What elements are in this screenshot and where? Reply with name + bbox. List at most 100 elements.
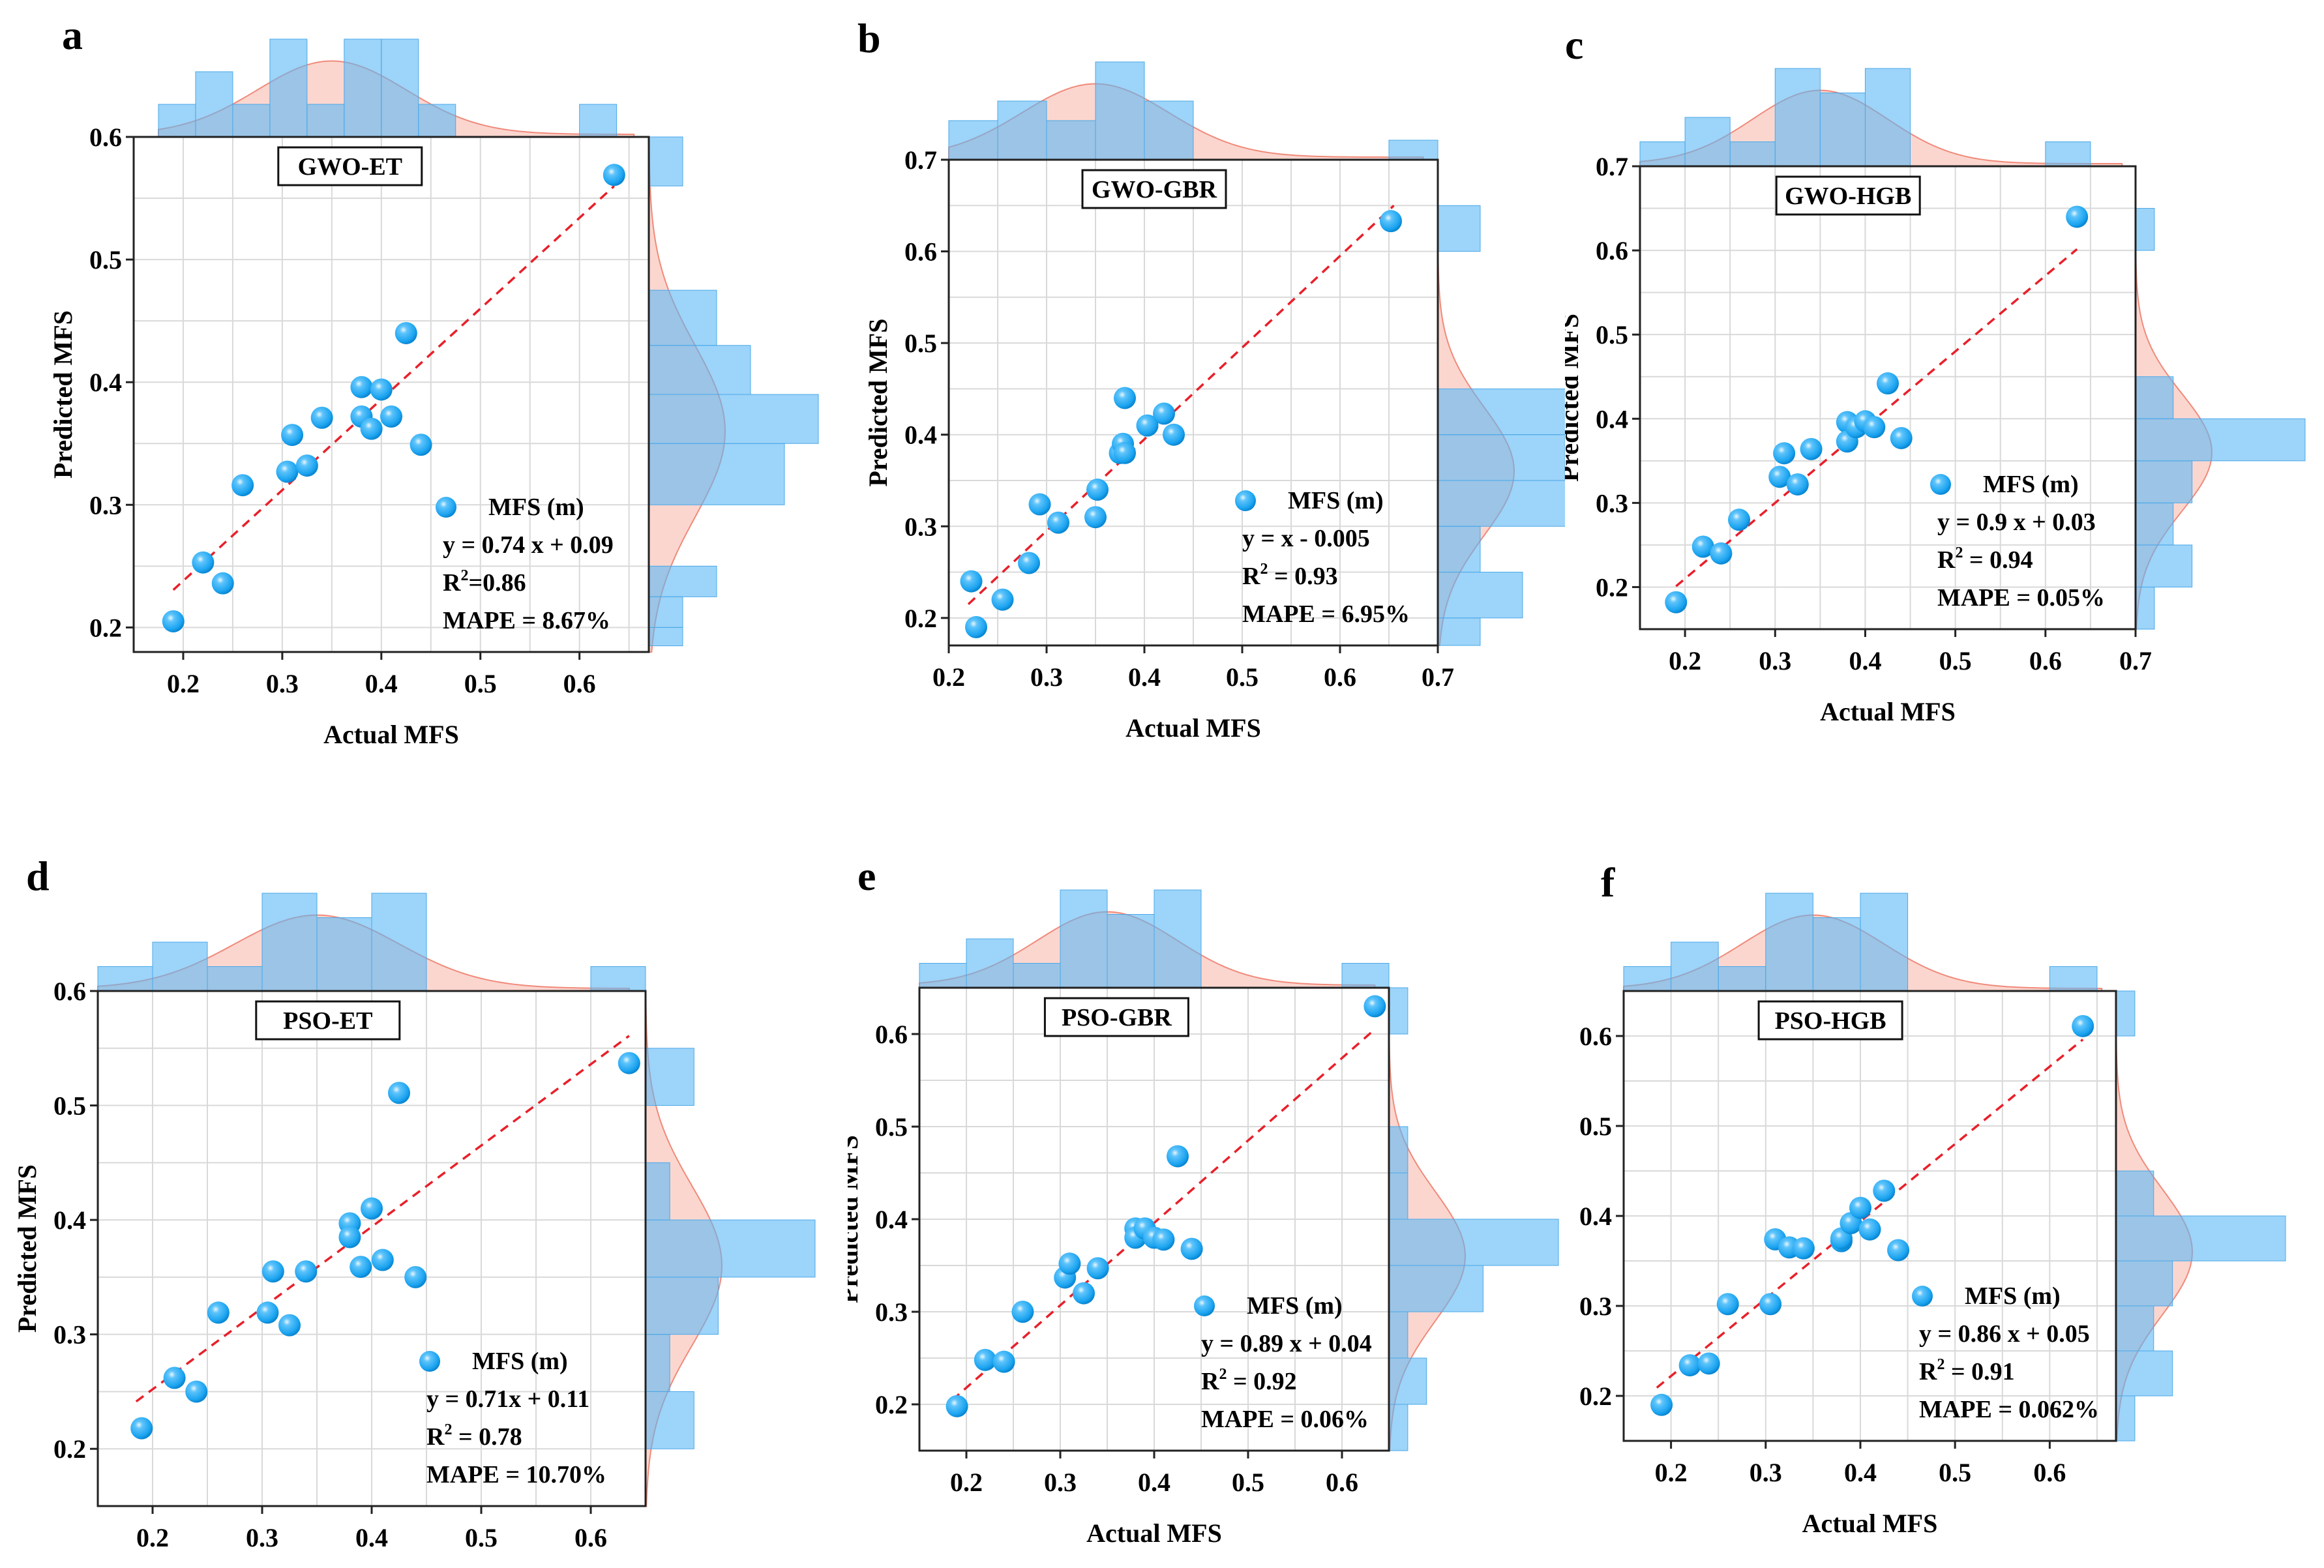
data-point xyxy=(1849,1196,1871,1219)
legend-marker xyxy=(1912,1286,1933,1307)
legend-label: MFS (m) xyxy=(1247,1292,1343,1320)
x-axis-label: Actual MFS xyxy=(1125,713,1261,743)
data-point xyxy=(1073,1282,1095,1305)
data-point xyxy=(338,1226,361,1249)
data-point xyxy=(2066,205,2089,228)
x-tick-label: 0.5 xyxy=(1226,662,1259,692)
legend-marker xyxy=(1930,474,1951,495)
r-squared-value: = 0.94 xyxy=(1963,546,2033,574)
y-tick-label: 0.6 xyxy=(1579,1022,1612,1051)
x-tick-label: 0.4 xyxy=(1849,646,1881,675)
data-point xyxy=(965,615,987,638)
panel-letter: a xyxy=(62,12,83,58)
x-tick-label: 0.3 xyxy=(246,1523,278,1552)
x-tick-label: 0.5 xyxy=(465,1523,498,1552)
mape-value: MAPE = 0.06% xyxy=(1201,1406,1369,1433)
histogram-bar-y xyxy=(2115,1215,2286,1262)
x-tick-label: 0.4 xyxy=(355,1523,388,1552)
y-tick-label: 0.3 xyxy=(1596,488,1628,518)
histogram-bar-x xyxy=(590,966,646,992)
data-point xyxy=(1697,1352,1720,1375)
histogram-bar-y xyxy=(1388,1219,1559,1266)
histogram-bar-x xyxy=(1671,941,1719,992)
panel-e: e 0.2 0.3 0.4 0.5 0.6 0.2 0.3 0.4 0.5 0.6 Actual MF… xyxy=(848,853,1559,1548)
data-point xyxy=(1887,1239,1910,1262)
y-tick-label: 0.3 xyxy=(53,1320,86,1350)
histogram-bar-y xyxy=(648,345,751,395)
superscript-2: 2 xyxy=(444,1421,452,1438)
panel-letter: e xyxy=(857,853,876,899)
histogram-bar-x xyxy=(1860,893,1909,992)
histogram-bar-y xyxy=(1437,617,1481,646)
histogram-bar-x xyxy=(1812,917,1861,992)
data-point xyxy=(130,1417,153,1440)
data-point xyxy=(1028,493,1051,516)
superscript-2: 2 xyxy=(1955,544,1963,561)
histogram-bar-y xyxy=(2135,418,2306,462)
histogram-bar-y xyxy=(2115,1170,2154,1217)
data-point xyxy=(1800,437,1823,460)
y-tick-label: 0.2 xyxy=(89,613,122,642)
histogram-bar-x xyxy=(158,104,196,138)
data-point xyxy=(1858,1218,1881,1241)
histogram-bar-x xyxy=(371,893,427,992)
data-point xyxy=(1716,1293,1739,1316)
y-tick-label: 0.5 xyxy=(1579,1112,1612,1141)
mape-value: MAPE = 0.05% xyxy=(1937,584,2105,612)
regression-equation: y = 0.71x + 0.11 xyxy=(426,1385,589,1413)
x-tick-label: 0.5 xyxy=(1939,1458,1971,1487)
x-tick-label: 0.3 xyxy=(1030,662,1063,692)
data-point xyxy=(1863,416,1886,439)
data-point xyxy=(1114,441,1136,464)
data-point xyxy=(1086,479,1109,501)
y-tick-label: 0.4 xyxy=(875,1205,908,1234)
data-point xyxy=(310,406,333,429)
r-squared: R2 = 0.91 xyxy=(1919,1356,2015,1385)
histogram-bar-y xyxy=(645,1391,694,1449)
x-tick-label: 0.4 xyxy=(1138,1468,1170,1497)
histogram-bar-x xyxy=(1819,93,1866,167)
data-point xyxy=(295,454,318,477)
data-point xyxy=(211,572,234,595)
superscript-2: 2 xyxy=(1260,561,1268,578)
histogram-bar-x xyxy=(1718,966,1766,992)
y-axis-label: Predicted MFS xyxy=(848,1135,863,1303)
data-point xyxy=(276,460,299,483)
data-point xyxy=(1380,210,1402,233)
mape-value: MAPE = 6.95% xyxy=(1242,600,1410,628)
histogram-bar-x xyxy=(316,917,372,992)
x-tick-label: 0.2 xyxy=(136,1523,169,1552)
data-point xyxy=(278,1314,301,1337)
histogram-bar-y xyxy=(2135,502,2174,546)
histogram-bar-x xyxy=(1765,893,1813,992)
x-tick-label: 0.5 xyxy=(1232,1468,1264,1497)
data-point xyxy=(1759,1293,1782,1316)
histogram-bar-y xyxy=(648,596,683,628)
model-title-box xyxy=(1775,175,1921,216)
y-tick-label: 0.2 xyxy=(53,1434,86,1464)
data-point xyxy=(192,551,215,574)
y-tick-label: 0.6 xyxy=(1596,236,1628,265)
data-point xyxy=(295,1260,318,1283)
panel-c: c 0.2 0.3 0.4 0.5 0.6 0.7 0.2 0.3 0.4 0.5 0.6 0.7 Act… xyxy=(1565,22,2306,726)
data-point xyxy=(361,1197,383,1220)
histogram-bar-y xyxy=(1437,480,1565,527)
data-point xyxy=(946,1395,968,1417)
histogram-bar-x xyxy=(966,938,1014,988)
legend-marker xyxy=(436,497,456,518)
x-tick-label: 0.4 xyxy=(1128,662,1161,692)
histogram-bar-x xyxy=(344,38,382,138)
histogram-bar-y xyxy=(648,565,717,597)
data-point xyxy=(1768,466,1791,488)
data-point xyxy=(603,164,625,186)
regression-line xyxy=(135,1035,630,1403)
panel-letter: d xyxy=(26,853,50,899)
superscript-2: 2 xyxy=(460,567,468,584)
data-point xyxy=(256,1301,279,1324)
data-point xyxy=(960,570,983,593)
data-point xyxy=(1167,1145,1189,1168)
regression-equation: y = 0.74 x + 0.09 xyxy=(443,531,614,559)
histogram-bar-x xyxy=(261,893,318,992)
data-point xyxy=(350,376,373,398)
